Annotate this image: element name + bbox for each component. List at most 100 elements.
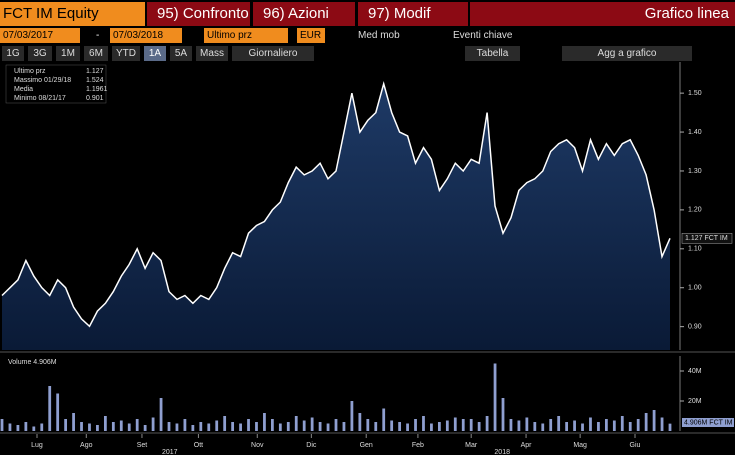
- volume-bar: [286, 422, 290, 431]
- volume-bar: [668, 423, 672, 431]
- volume-bar: [636, 419, 640, 431]
- x-tick-label: Ott: [194, 442, 203, 449]
- volume-bar: [453, 417, 457, 431]
- volume-bar: [549, 419, 553, 431]
- y-tick-label: 1.40: [688, 129, 702, 136]
- legend-label: Minimo 08/21/17: [14, 95, 66, 102]
- volume-bar: [565, 422, 569, 431]
- x-tick-label: Mar: [465, 442, 478, 449]
- volume-bar: [358, 413, 362, 431]
- y-tick-label: 1.00: [688, 285, 702, 292]
- volume-bar: [581, 423, 584, 431]
- last-volume-box: [682, 418, 734, 427]
- add-to-chart[interactable]: Agg a grafico: [562, 46, 692, 61]
- volume-bar: [406, 423, 409, 431]
- volume-bar: [437, 422, 441, 431]
- volume-bar: [135, 419, 139, 431]
- volume-bar: [247, 419, 250, 431]
- volume-bar: [660, 417, 664, 431]
- volume-bar: [342, 422, 346, 431]
- volume-bar: [215, 420, 219, 431]
- chart-type[interactable]: Grafico linea: [470, 2, 735, 26]
- volume-bar: [493, 363, 497, 431]
- volume-bar: [48, 386, 52, 431]
- period[interactable]: 5A: [170, 46, 192, 61]
- volume-bar: [270, 419, 274, 431]
- period[interactable]: 6M: [84, 46, 108, 61]
- volume-bar: [103, 416, 107, 431]
- volume-bar: [318, 422, 322, 431]
- area: [2, 83, 670, 351]
- volume-bar: [175, 423, 179, 431]
- x-tick-label: Feb: [412, 442, 424, 449]
- y-tick-label: 1.30: [688, 168, 702, 175]
- period[interactable]: 1M: [56, 46, 80, 61]
- volume-bar: [469, 419, 473, 431]
- volume-bar: [334, 419, 338, 431]
- currency[interactable]: EUR: [297, 28, 325, 43]
- frequency[interactable]: Giornaliero: [232, 46, 314, 61]
- volume-bar: [517, 420, 521, 431]
- period[interactable]: YTD: [112, 46, 140, 61]
- volume-bar: [445, 420, 449, 431]
- volume-bar: [127, 423, 131, 431]
- security[interactable]: FCT IM Equity: [0, 2, 145, 26]
- volume-bar: [72, 413, 75, 431]
- legend-label: Media: [14, 86, 33, 93]
- x-tick-label: Nov: [251, 442, 264, 449]
- volume-bar: [477, 422, 481, 431]
- year-label: 2018: [494, 449, 510, 455]
- date-sep: -: [96, 30, 100, 41]
- legend-value: 0.901: [86, 95, 104, 102]
- volume-bar: [390, 420, 394, 431]
- legend-label: Massimo 01/29/18: [14, 77, 71, 84]
- volume-bar: [430, 423, 433, 431]
- chart: 1.127 FCT IM Lug Ago Set Ott Nov Dic Gen Feb Mar A…: [0, 62, 735, 455]
- end-date[interactable]: 07/03/2018: [110, 28, 182, 43]
- volume-bar: [501, 398, 505, 431]
- volume-bar: [302, 420, 306, 431]
- volume-bar: [143, 425, 147, 431]
- x-tick-label: Set: [137, 442, 148, 449]
- menu-button[interactable]: 95) Confronto: [147, 2, 250, 26]
- volume-bar: [326, 423, 330, 431]
- volume-bar: [255, 422, 258, 431]
- x-tick-label: Gen: [360, 442, 373, 449]
- table[interactable]: Tabella: [465, 46, 520, 61]
- volume-bar: [398, 422, 402, 431]
- menu-button[interactable]: 96) Azioni: [253, 2, 355, 26]
- volume-bar: [223, 416, 227, 431]
- events[interactable]: Eventi chiave: [453, 30, 513, 41]
- volume-bar: [461, 419, 465, 431]
- volume-bar: [111, 422, 115, 431]
- volume-bar: [167, 422, 171, 431]
- volume-bar: [231, 422, 235, 431]
- y-tick-label: 40M: [688, 368, 702, 375]
- volume-title: Volume 4.906M: [8, 359, 57, 366]
- menu-button[interactable]: 97) Modif: [358, 2, 468, 26]
- volume-bar: [151, 417, 155, 431]
- volume-bar: [422, 416, 425, 431]
- volume-bar: [597, 422, 600, 431]
- price-line: [1, 80, 671, 328]
- volume-bar: [96, 425, 99, 431]
- volume-bar: [207, 423, 211, 431]
- x-tick-label: Lug: [31, 442, 43, 449]
- volume-bar: [382, 408, 386, 431]
- period[interactable]: 1A: [144, 46, 166, 61]
- volume-bar: [8, 423, 12, 431]
- volume-bar: [278, 423, 282, 431]
- volume-bar: [366, 419, 370, 431]
- period[interactable]: Mass: [196, 46, 228, 61]
- moving-avg[interactable]: Med mob: [358, 30, 400, 41]
- year-label: 2017: [162, 449, 178, 455]
- field[interactable]: Ultimo prz: [204, 28, 288, 43]
- volume-bar: [263, 413, 266, 431]
- period[interactable]: 3G: [28, 46, 52, 61]
- volume-bar: [183, 419, 187, 431]
- x-tick-label: Mag: [573, 442, 587, 449]
- volume-bar: [0, 419, 4, 431]
- start-date[interactable]: 07/03/2017: [0, 28, 80, 43]
- period[interactable]: 1G: [2, 46, 24, 61]
